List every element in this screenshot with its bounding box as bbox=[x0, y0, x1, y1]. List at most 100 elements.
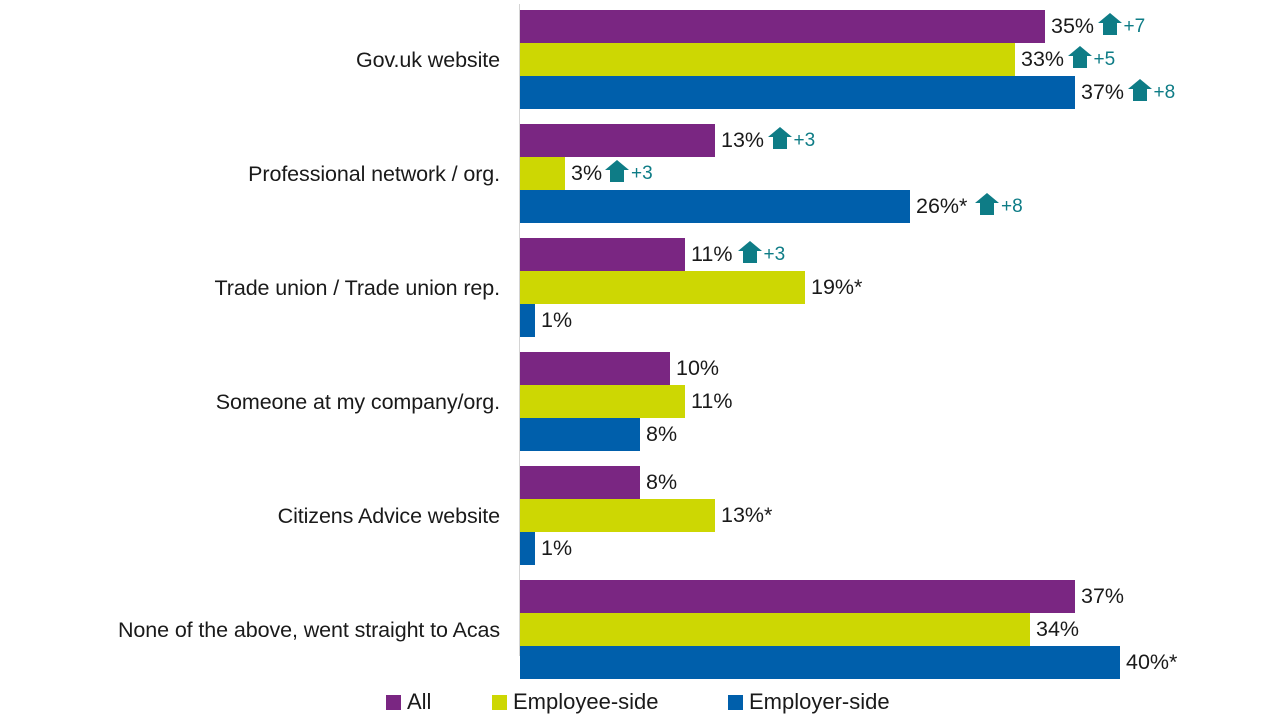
up-arrow-icon bbox=[1067, 45, 1093, 74]
bar-group: Citizens Advice website 8% 13%* 1% bbox=[0, 466, 1280, 565]
change-value: +3 bbox=[631, 163, 653, 184]
bar-all bbox=[520, 124, 715, 157]
bar-row: 8% bbox=[520, 418, 1260, 451]
category-axis-line bbox=[519, 4, 520, 656]
bar-group: Professional network / org. 13% +3 3% +3 26%*… bbox=[0, 124, 1280, 223]
legend-label: Employee-side bbox=[513, 689, 659, 714]
bar-employee-side bbox=[520, 157, 565, 190]
category-label: Trade union / Trade union rep. bbox=[214, 276, 501, 300]
change-value: +5 bbox=[1093, 49, 1116, 70]
change-annotation: +3 bbox=[767, 124, 816, 157]
chart-legend: All Employee-side Employer-side bbox=[0, 684, 1280, 720]
legend-swatch bbox=[492, 694, 507, 710]
change-annotation: +5 bbox=[1067, 43, 1116, 76]
bar-employer-side bbox=[520, 532, 535, 565]
legend-item-all[interactable]: All bbox=[386, 684, 431, 720]
category-label: Professional network / org. bbox=[248, 162, 500, 186]
bar-value-label: 8% bbox=[646, 470, 678, 494]
bar-row: 40%* bbox=[520, 646, 1260, 679]
bar-value-label: 37% bbox=[1081, 80, 1125, 104]
bar-employer-side bbox=[520, 76, 1075, 109]
change-annotation: +3 bbox=[604, 157, 653, 190]
up-arrow-icon bbox=[767, 126, 793, 155]
up-arrow-icon bbox=[1127, 78, 1153, 107]
bar-group: Someone at my company/org. 10% 11% 8% bbox=[0, 352, 1280, 451]
change-value: +3 bbox=[793, 130, 816, 151]
bar-all bbox=[520, 466, 640, 499]
bar-value-label: 37% bbox=[1081, 584, 1125, 608]
legend-item-employer-side[interactable]: Employer-side bbox=[728, 684, 890, 720]
legend-item-employee-side[interactable]: Employee-side bbox=[492, 684, 659, 720]
change-annotation: +3 bbox=[737, 238, 786, 271]
bar-employee-side bbox=[520, 613, 1030, 646]
change-annotation: +7 bbox=[1097, 10, 1146, 43]
bar-all bbox=[520, 10, 1045, 43]
legend-swatch bbox=[728, 694, 743, 710]
bar-group: None of the above, went straight to Acas… bbox=[0, 580, 1280, 679]
bar-value-label: 33% bbox=[1021, 47, 1065, 71]
bar-row: 13% +3 bbox=[520, 124, 1260, 157]
legend-label: Employer-side bbox=[749, 689, 890, 714]
plot-area: Gov.uk website 35% +7 33% +5 37% +8 Professiona… bbox=[0, 4, 1280, 679]
bar-value-label: 11% bbox=[691, 389, 733, 413]
up-arrow-icon bbox=[1097, 12, 1123, 41]
bar-row: 35% +7 bbox=[520, 10, 1260, 43]
bar-row: 33% +5 bbox=[520, 43, 1260, 76]
bar-value-label: 1% bbox=[541, 536, 573, 560]
bar-all bbox=[520, 352, 670, 385]
bar-group: Trade union / Trade union rep. 11% +3 19%* 1… bbox=[0, 238, 1280, 337]
category-label: Someone at my company/org. bbox=[215, 390, 500, 414]
bar-row: 11% +3 bbox=[520, 238, 1260, 271]
change-annotation: +8 bbox=[974, 190, 1023, 223]
bar-row: 26%* +8 bbox=[520, 190, 1260, 223]
bar-employer-side bbox=[520, 190, 910, 223]
bar-row: 1% bbox=[520, 304, 1260, 337]
change-value: +8 bbox=[1153, 82, 1176, 103]
change-value: +8 bbox=[1001, 196, 1023, 217]
up-arrow-icon bbox=[604, 159, 630, 188]
bar-all bbox=[520, 238, 685, 271]
bar-value-label: 10% bbox=[676, 356, 720, 380]
bar-all bbox=[520, 580, 1075, 613]
bar-value-label: 40%* bbox=[1126, 650, 1178, 674]
category-label: None of the above, went straight to Acas bbox=[117, 618, 500, 642]
bar-row: 19%* bbox=[520, 271, 1260, 304]
up-arrow-icon bbox=[974, 192, 1000, 221]
bar-value-label: 19%* bbox=[811, 275, 863, 299]
bar-value-label: 1% bbox=[541, 308, 573, 332]
bar-row: 13%* bbox=[520, 499, 1260, 532]
change-value: +7 bbox=[1123, 16, 1146, 37]
bar-row: 11% bbox=[520, 385, 1260, 418]
bar-group: Gov.uk website 35% +7 33% +5 37% +8 bbox=[0, 10, 1280, 109]
bar-employer-side bbox=[520, 304, 535, 337]
bar-value-label: 13% bbox=[721, 128, 765, 152]
up-arrow-icon bbox=[737, 240, 763, 269]
bar-value-label: 13%* bbox=[721, 503, 773, 527]
category-label: Citizens Advice website bbox=[277, 504, 500, 528]
bar-row: 37% bbox=[520, 580, 1260, 613]
bar-employee-side bbox=[520, 43, 1015, 76]
bar-employee-side bbox=[520, 271, 805, 304]
bar-row: 1% bbox=[520, 532, 1260, 565]
bar-employee-side bbox=[520, 385, 685, 418]
bar-value-label: 3% bbox=[571, 161, 603, 185]
bar-employer-side bbox=[520, 418, 640, 451]
bar-row: 8% bbox=[520, 466, 1260, 499]
change-value: +3 bbox=[763, 244, 786, 265]
bar-row: 34% bbox=[520, 613, 1260, 646]
legend-label: All bbox=[407, 689, 432, 714]
bar-row: 10% bbox=[520, 352, 1260, 385]
bar-employee-side bbox=[520, 499, 715, 532]
bar-value-label: 8% bbox=[646, 422, 678, 446]
bar-value-label: 11% bbox=[691, 242, 733, 266]
category-label: Gov.uk website bbox=[356, 48, 500, 72]
bar-row: 3% +3 bbox=[520, 157, 1260, 190]
bar-value-label: 26%* bbox=[916, 194, 968, 218]
legend-swatch bbox=[386, 694, 401, 710]
bar-row: 37% +8 bbox=[520, 76, 1260, 109]
bar-value-label: 34% bbox=[1036, 617, 1080, 641]
bar-value-label: 35% bbox=[1051, 14, 1095, 38]
change-annotation: +8 bbox=[1127, 76, 1176, 109]
bar-employer-side bbox=[520, 646, 1120, 679]
